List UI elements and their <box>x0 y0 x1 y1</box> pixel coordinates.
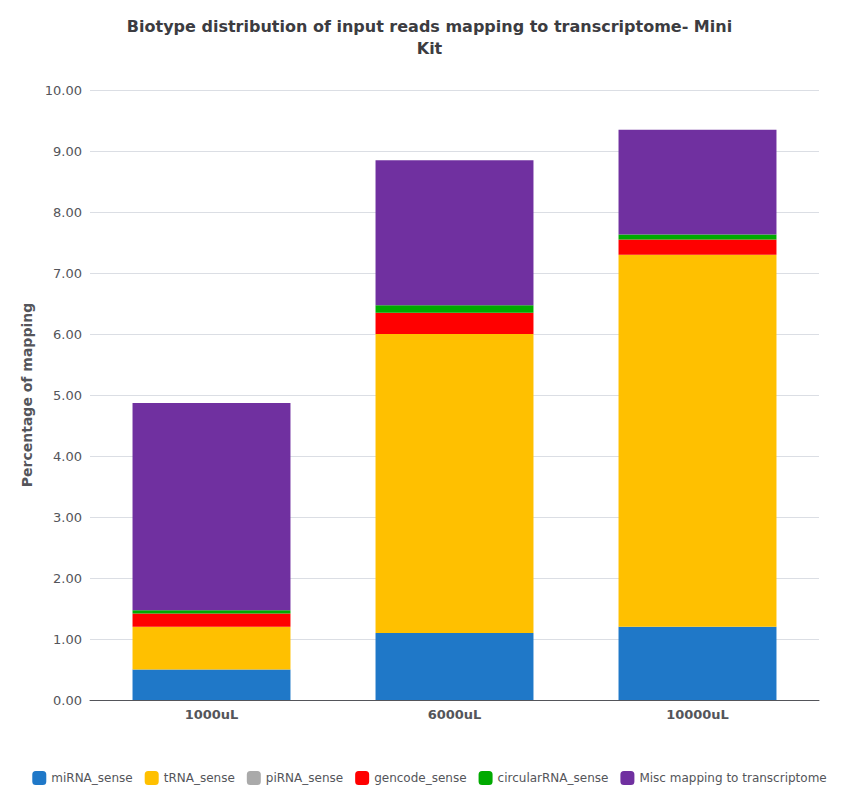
svg-text:10.00: 10.00 <box>45 83 82 98</box>
svg-text:5.00: 5.00 <box>53 388 82 403</box>
svg-text:9.00: 9.00 <box>53 144 82 159</box>
svg-text:1000uL: 1000uL <box>185 707 239 722</box>
svg-text:miRNA_sense: miRNA_sense <box>51 771 132 785</box>
svg-text:Kit: Kit <box>417 39 443 58</box>
svg-text:3.00: 3.00 <box>53 510 82 525</box>
svg-text:tRNA_sense: tRNA_sense <box>164 771 235 785</box>
svg-text:circularRNA_sense: circularRNA_sense <box>498 771 609 785</box>
svg-text:8.00: 8.00 <box>53 205 82 220</box>
svg-text:6000uL: 6000uL <box>428 707 482 722</box>
svg-text:6.00: 6.00 <box>53 327 82 342</box>
svg-text:4.00: 4.00 <box>53 449 82 464</box>
svg-text:Misc mapping to transcriptome: Misc mapping to transcriptome <box>639 771 826 785</box>
svg-text:gencode_sense: gencode_sense <box>374 771 466 785</box>
svg-text:2.00: 2.00 <box>53 571 82 586</box>
svg-text:10000uL: 10000uL <box>666 707 729 722</box>
svg-text:7.00: 7.00 <box>53 266 82 281</box>
svg-text:Biotype distribution of input: Biotype distribution of input reads mapp… <box>127 17 732 36</box>
svg-text:piRNA_sense: piRNA_sense <box>266 771 343 785</box>
svg-text:1.00: 1.00 <box>53 632 82 647</box>
svg-text:0.00: 0.00 <box>53 693 82 708</box>
svg-text:Percentage of mapping: Percentage of mapping <box>19 303 35 487</box>
